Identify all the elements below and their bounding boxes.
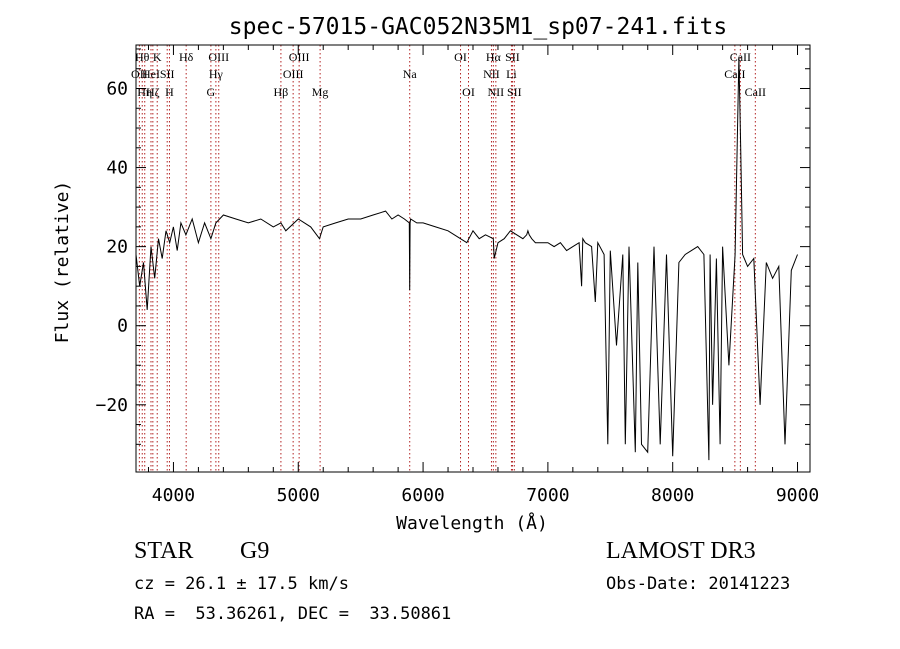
spectral-line-label-0: OII [131, 67, 148, 81]
spectral-line-label-16: Na [403, 67, 418, 81]
spectral-line-label-12: Hβ [274, 85, 289, 99]
spectral-line-label-21: NII [488, 85, 505, 99]
spectral-line-label-18: OI [462, 85, 475, 99]
object-subclass: G9 [240, 538, 270, 564]
spectral-line-label-6: SII [160, 67, 175, 81]
y-tick-label-3: 40 [106, 158, 128, 179]
flux-series-line [135, 56, 798, 461]
spectral-line-label-10: Hγ [209, 67, 224, 81]
survey-name: LAMOST DR3 [606, 538, 756, 564]
spectral-line-label-8: Hδ [179, 50, 194, 64]
spectral-line-label-22: Li [506, 67, 517, 81]
spectral-line-label-20: Hα [486, 50, 502, 64]
spectral-line-label-15: Mg [312, 85, 329, 99]
x-tick-label-0: 4000 [152, 485, 195, 506]
redshift-cz: cz = 26.1 ± 17.5 km/s [134, 574, 349, 594]
spectral-line-label-27: CaII [745, 85, 766, 99]
spectral-lines-group [138, 45, 756, 472]
spectral-line-label-23: SII [505, 50, 520, 64]
y-tick-label-4: 60 [106, 78, 128, 99]
spectral-line-label-14: OIII [289, 50, 310, 64]
y-tick-label-2: 20 [106, 237, 128, 258]
x-tick-label-3: 7000 [526, 485, 569, 506]
x-tick-label-5: 9000 [776, 485, 819, 506]
spectral-line-label-4: Hζ [146, 85, 160, 99]
observation-date: Obs-Date: 20141223 [606, 574, 791, 594]
chart-title: spec-57015-GAC052N35M1_sp07-241.fits [229, 14, 728, 40]
spectral-line-label-1: Hθ [135, 50, 150, 64]
y-axis-label: Flux (relative) [52, 181, 73, 344]
spectral-line-label-9: G [207, 85, 216, 99]
object-class: STAR [134, 538, 194, 564]
spectral-line-label-17: OI [454, 50, 467, 64]
spectral-line-labels: OIIHθHηHeIHζKSIIHHδGHγOIIIHβOIIIOIIIMgNa… [131, 50, 766, 99]
spectral-line-label-5: K [153, 50, 162, 64]
x-axis-label: Wavelength (Å) [396, 512, 548, 534]
spectral-line-label-13: OIII [283, 67, 304, 81]
coordinates: RA = 53.36261, DEC = 33.50861 [134, 604, 452, 624]
spectral-line-label-24: SII [507, 85, 522, 99]
spectral-line-label-19: NII [483, 67, 500, 81]
spectral-line-label-3: HeI [142, 67, 160, 81]
x-tick-label-4: 8000 [651, 485, 694, 506]
spectral-line-label-7: H [165, 85, 174, 99]
spectral-line-label-25: CaII [724, 67, 745, 81]
y-axis-ticks: −20 0 20 40 60 [95, 48, 810, 445]
y-tick-label-0: −20 [95, 395, 128, 416]
spectral-line-label-26: CaII [730, 50, 751, 64]
x-tick-label-2: 6000 [401, 485, 444, 506]
y-tick-label-1: 0 [117, 316, 128, 337]
x-axis-ticks: 4000 5000 6000 7000 8000 9000 [147, 45, 819, 506]
spectral-line-label-11: OIII [208, 50, 229, 64]
x-tick-label-1: 5000 [277, 485, 320, 506]
